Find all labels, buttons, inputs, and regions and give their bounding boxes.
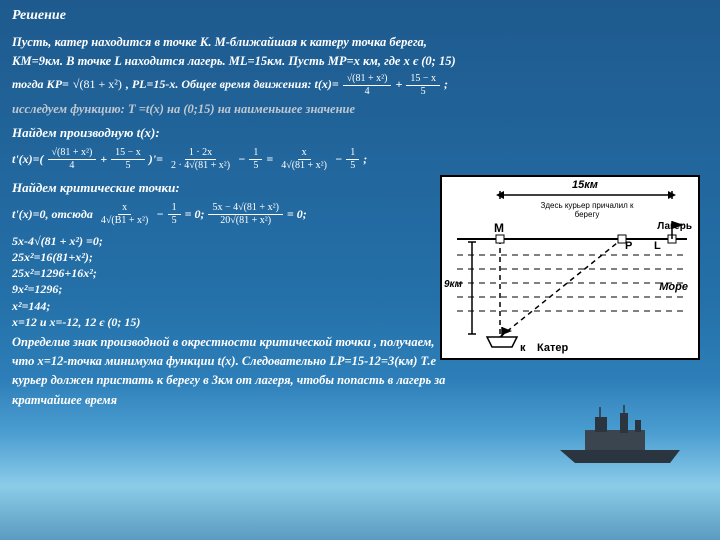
derivative-heading: Найдем производную t(x): xyxy=(12,125,432,141)
denominator: 5 xyxy=(168,215,181,227)
fraction: 1 5 xyxy=(249,147,262,172)
label-kater: Катер xyxy=(537,342,568,354)
denominator: 4√(81 + x²) xyxy=(277,160,331,172)
numerator: √(81 + x²) xyxy=(48,147,97,160)
label-9km: 9км xyxy=(444,279,462,290)
lhs: t'(x)=0, отсюда xyxy=(12,207,93,222)
fraction: 5x − 4√(81 + x²) 20√(81 + x²) xyxy=(208,202,282,227)
text: тогда КР= xyxy=(12,77,69,93)
minus: − xyxy=(238,152,245,167)
intro-research: исследуем функцию: Т =t(х) на (0;15) на … xyxy=(12,101,708,117)
denominator: 5 xyxy=(121,160,134,172)
lhs: t'(x)=( xyxy=(12,152,44,167)
label-M: М xyxy=(494,221,504,235)
label-P: Р xyxy=(625,240,632,252)
denominator: 4√(B1 + x²) xyxy=(97,215,152,227)
numerator: x xyxy=(118,202,131,215)
numerator: 5x − 4√(81 + x²) xyxy=(208,202,282,215)
numerator: 1 xyxy=(346,147,359,160)
fraction: √(81 + x²) 4 xyxy=(48,147,97,172)
plus: + xyxy=(395,77,402,93)
label-lager: Лагерь xyxy=(657,221,692,232)
equation: 5x-4√(81 + x²) =0; xyxy=(12,233,432,249)
minus: − xyxy=(156,207,163,222)
critical-expression: t'(x)=0, отсюда x 4√(B1 + x²) − 1 5 = 0;… xyxy=(12,202,432,227)
numerator: 1 · 2x xyxy=(185,147,216,160)
plus: + xyxy=(100,152,107,167)
equation: 25x²=16(81+x²); xyxy=(12,249,432,265)
denominator: 2 · 4√(81 + x²) xyxy=(167,160,234,172)
intro-line2: КМ=9км. В точке L находится лагерь. МL=1… xyxy=(12,53,708,69)
equation: 9x²=1296; xyxy=(12,281,432,297)
mid: = 0; xyxy=(185,207,205,222)
fraction: √(81 + x²) 4 xyxy=(343,73,392,98)
minus: − xyxy=(335,152,342,167)
tail: ; xyxy=(363,152,367,167)
text: , РL=15-х. Общее время движения: t(x)= xyxy=(126,77,339,93)
label-15km: 15км xyxy=(572,179,598,191)
denominator: 4 xyxy=(361,86,374,98)
numerator: 15 − x xyxy=(406,73,440,86)
fraction: 1 5 xyxy=(346,147,359,172)
intro-line1: Пусть, катер находится в точке К. М-ближ… xyxy=(12,34,708,50)
equation: x²=144; xyxy=(12,298,432,314)
rhs: )'= xyxy=(149,152,163,167)
numerator: x xyxy=(298,147,311,160)
fraction: 1 · 2x 2 · 4√(81 + x²) xyxy=(167,147,234,172)
fraction: 15 − x 5 xyxy=(406,73,440,98)
eq: = xyxy=(266,152,273,167)
label-shore-note: Здесь курьер причалил к берегу xyxy=(532,202,642,220)
slide-title: Решение xyxy=(12,8,708,24)
conclusion-l3: курьер должен пристать к берегу в 3км от… xyxy=(12,372,708,388)
intro-line3: тогда КР= √(81 + x²) , РL=15-х. Общее вр… xyxy=(12,73,708,98)
sqrt-expr: √(81 + x²) xyxy=(73,77,122,93)
fraction: 15 − x 5 xyxy=(111,147,145,172)
numerator: 1 xyxy=(249,147,262,160)
denominator: 4 xyxy=(65,160,78,172)
denominator: 5 xyxy=(346,160,359,172)
equation: x=12 и х=-12, 12 є (0; 15) xyxy=(12,314,432,330)
label-K: к xyxy=(520,342,526,354)
label-sea: Море xyxy=(659,281,688,293)
fraction: 1 5 xyxy=(168,202,181,227)
derivative-expression: t'(x)=( √(81 + x²) 4 + 15 − x 5 )'= 1 · … xyxy=(12,147,432,172)
fraction: x 4√(B1 + x²) xyxy=(97,202,152,227)
numerator: √(81 + x²) xyxy=(343,73,392,86)
denominator: 5 xyxy=(417,86,430,98)
ship-photo-decoration xyxy=(550,405,690,465)
numerator: 15 − x xyxy=(111,147,145,160)
fraction: x 4√(81 + x²) xyxy=(277,147,331,172)
critical-heading: Найдем критические точки: xyxy=(12,180,432,196)
tail: = 0; xyxy=(287,207,307,222)
denominator: 5 xyxy=(249,160,262,172)
denominator: 20√(81 + x²) xyxy=(216,215,275,227)
numerator: 1 xyxy=(168,202,181,215)
equation: 25x²=1296+16x²; xyxy=(12,265,432,281)
equation-list: 5x-4√(81 + x²) =0; 25x²=16(81+x²); 25x²=… xyxy=(12,233,432,330)
semicolon: ; xyxy=(444,77,448,93)
geometry-diagram: 15км Здесь курьер причалил к берегу М Р … xyxy=(440,175,700,360)
label-L: L xyxy=(654,240,661,252)
